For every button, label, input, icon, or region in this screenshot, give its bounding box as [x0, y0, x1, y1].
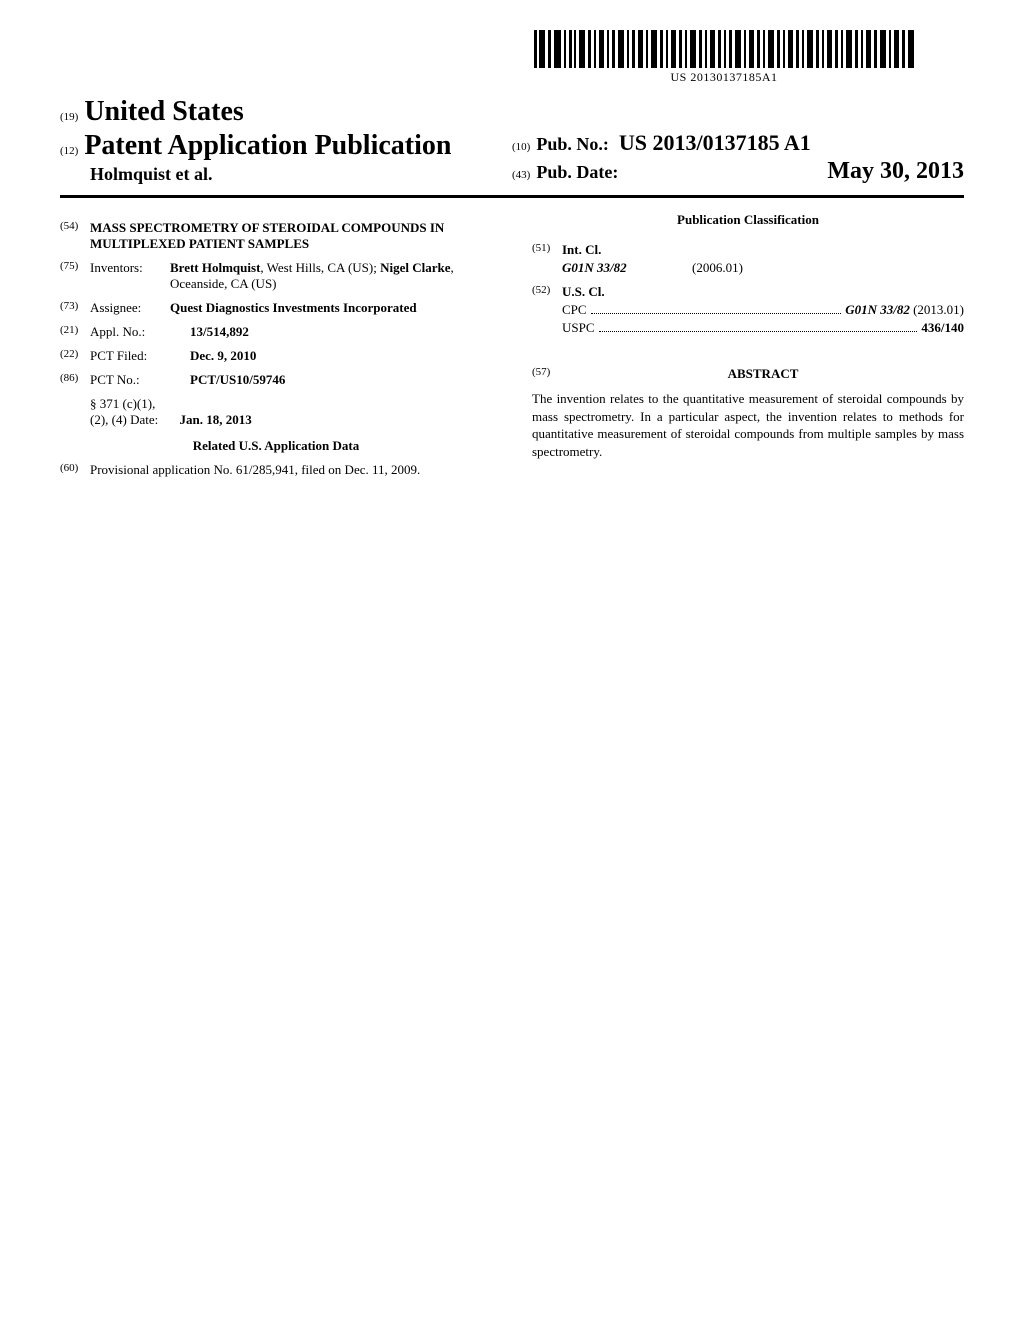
inventor-name-1: Brett Holmquist — [170, 260, 260, 275]
s371-value: Jan. 18, 2013 — [179, 412, 251, 427]
classification-heading: Publication Classification — [532, 212, 964, 228]
inventor-loc-1: , West Hills, CA (US); — [260, 260, 380, 275]
right-column: Publication Classification (51) Int. Cl.… — [532, 212, 964, 486]
intcl-date: (2006.01) — [692, 260, 743, 276]
inventors-value: Brett Holmquist, West Hills, CA (US); Ni… — [170, 260, 492, 292]
inid-uscl: (52) — [532, 284, 562, 296]
barcode-area: US 20130137185A1 — [60, 30, 914, 86]
pubno-value: US 2013/0137185 A1 — [619, 130, 811, 156]
related-heading: Related U.S. Application Data — [60, 438, 492, 454]
inid-pctno: (86) — [60, 372, 90, 384]
applno-value: 13/514,892 — [190, 324, 249, 340]
pctfiled-value: Dec. 9, 2010 — [190, 348, 256, 364]
inid-abstract: (57) — [532, 366, 562, 378]
dots-icon — [599, 330, 918, 332]
inid-title: (54) — [60, 220, 90, 232]
cpc-label: CPC — [562, 302, 587, 318]
invention-title: MASS SPECTROMETRY OF STEROIDAL COMPOUNDS… — [90, 220, 492, 252]
assignee-label: Assignee: — [90, 300, 170, 316]
pubdate-value: May 30, 2013 — [827, 158, 964, 185]
uspc-label: USPC — [562, 320, 595, 336]
inid-country: (19) — [60, 111, 78, 123]
inid-pubdate: (43) — [512, 169, 530, 181]
intcl-code: G01N 33/82 — [562, 260, 692, 276]
pubdate-label: Pub. Date: — [536, 162, 618, 183]
pctno-value: PCT/US10/59746 — [190, 372, 285, 388]
abstract-heading: ABSTRACT — [728, 366, 799, 381]
inid-applno: (21) — [60, 324, 90, 336]
applno-label: Appl. No.: — [90, 324, 170, 340]
left-column: (54) MASS SPECTROMETRY OF STEROIDAL COMP… — [60, 212, 492, 486]
country-name: United States — [84, 96, 243, 128]
authors-short: Holmquist et al. — [90, 164, 213, 185]
barcode-svg — [534, 30, 914, 68]
barcode-text: US 20130137185A1 — [534, 70, 914, 85]
pctfiled-label: PCT Filed: — [90, 348, 170, 364]
uscl-label: U.S. Cl. — [562, 284, 964, 300]
barcode: US 20130137185A1 — [534, 30, 914, 85]
inid-inventors: (75) — [60, 260, 90, 272]
inid-pubtype: (12) — [60, 145, 78, 157]
inventor-name-2: Nigel Clarke — [380, 260, 450, 275]
abstract-text: The invention relates to the quantitativ… — [532, 390, 964, 460]
divider-line — [60, 195, 964, 198]
pctno-label: PCT No.: — [90, 372, 170, 388]
dots-icon — [591, 312, 842, 314]
inid-assignee: (73) — [60, 300, 90, 312]
inid-pctfiled: (22) — [60, 348, 90, 360]
inid-provisional: (60) — [60, 462, 90, 474]
inid-intcl: (51) — [532, 242, 562, 254]
publication-type: Patent Application Publication — [84, 130, 451, 162]
inid-pubno: (10) — [512, 141, 530, 153]
uspc-value: 436/140 — [921, 320, 964, 336]
pubno-label: Pub. No.: — [536, 134, 609, 155]
cpc-value: G01N 33/82 — [845, 302, 910, 317]
s371-line2-label: (2), (4) Date: — [90, 412, 158, 427]
intcl-label: Int. Cl. — [562, 242, 964, 258]
cpc-date: (2013.01) — [910, 302, 964, 317]
s371-block: § 371 (c)(1), (2), (4) Date: Jan. 18, 20… — [90, 396, 252, 428]
assignee-value: Quest Diagnostics Investments Incorporat… — [170, 300, 417, 316]
provisional-text: Provisional application No. 61/285,941, … — [90, 462, 420, 478]
s371-line1: § 371 (c)(1), — [90, 396, 252, 412]
inventors-label: Inventors: — [90, 260, 170, 276]
